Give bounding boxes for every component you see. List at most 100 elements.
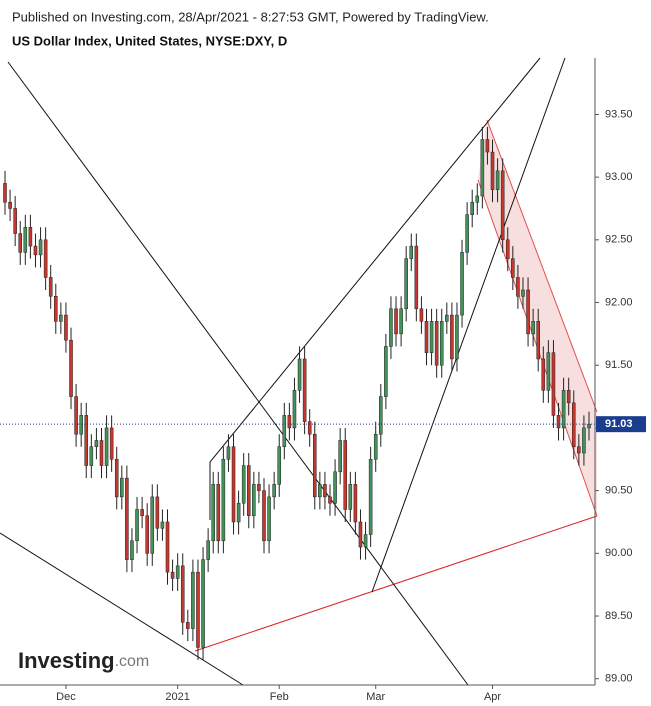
last-price-box <box>596 416 646 433</box>
candle-body <box>313 433 317 498</box>
candle-body <box>84 415 89 466</box>
x-tick-label: Apr <box>484 691 501 703</box>
candle-body <box>546 352 551 391</box>
y-tick-label: 89.50 <box>605 610 633 622</box>
candle-body <box>582 427 586 454</box>
candle-body <box>170 571 175 579</box>
candle-body <box>353 484 358 523</box>
candle-body <box>79 415 83 435</box>
candle-body <box>561 390 566 429</box>
candle-body <box>216 484 221 542</box>
trend-line <box>371 57 566 593</box>
candle-body <box>114 459 119 498</box>
candle-body <box>54 296 58 322</box>
candle-body <box>221 459 226 542</box>
candle-body <box>150 496 155 554</box>
candle-body <box>252 484 256 516</box>
candle-body <box>186 622 190 629</box>
candle-body <box>140 509 144 516</box>
candle-body <box>500 170 505 241</box>
candle-body <box>490 151 495 190</box>
candle-body <box>104 427 109 466</box>
candle-body <box>526 289 530 335</box>
candle-body <box>475 195 480 203</box>
candle-body <box>455 314 459 360</box>
candle-body <box>236 502 241 523</box>
candle-body <box>541 358 546 391</box>
trend-line <box>7 61 469 686</box>
brand-name: Investing <box>18 648 115 673</box>
candle-body <box>33 245 38 256</box>
candle-body <box>241 465 246 504</box>
candle-body <box>155 496 160 529</box>
candle-body <box>99 440 104 466</box>
candle-body <box>277 446 281 485</box>
candle-body <box>206 540 210 560</box>
candle-body <box>480 139 485 197</box>
candle-body <box>48 277 53 297</box>
candle-body <box>429 321 434 353</box>
candle-body <box>363 534 368 548</box>
candle-body <box>485 139 490 153</box>
published-note: Published on Investing.com, 28/Apr/2021 … <box>12 9 489 24</box>
candle-body <box>373 433 378 460</box>
candle-body <box>262 490 266 542</box>
candle-body <box>470 201 474 216</box>
candle-body <box>343 440 348 510</box>
candle-body <box>257 484 261 491</box>
candle-body <box>328 496 332 504</box>
candle-body <box>125 477 129 560</box>
y-tick-label: 90.50 <box>605 485 633 497</box>
candle-body <box>419 308 424 322</box>
y-tick-label: 92.00 <box>605 296 633 308</box>
candle-body <box>135 509 139 542</box>
plot-area <box>0 57 598 686</box>
candle-body <box>3 183 7 203</box>
y-tick-label: 91.50 <box>605 359 633 371</box>
candle-body <box>536 321 540 360</box>
y-tick-label: 92.50 <box>605 234 633 246</box>
candle-body <box>445 314 449 322</box>
candle-body <box>424 321 429 353</box>
candle-body <box>450 314 454 360</box>
brand-logo: Investing.com <box>18 648 149 673</box>
trend-line <box>0 532 244 686</box>
y-tick-label: 90.00 <box>605 547 633 559</box>
x-tick-label: Feb <box>270 691 289 703</box>
candle-body <box>272 484 276 498</box>
candle-body <box>434 321 439 366</box>
candle-body <box>292 390 297 429</box>
brand-suffix: .com <box>115 653 150 670</box>
candle-body <box>23 227 28 253</box>
candle-body <box>495 170 500 190</box>
candle-body <box>302 358 307 422</box>
y-tick-label: 93.00 <box>605 171 633 183</box>
candle-body <box>246 465 251 516</box>
candle-body <box>8 201 12 209</box>
candle-body <box>465 214 469 253</box>
candle-body <box>196 571 200 648</box>
trend-line <box>209 57 541 520</box>
candle-body <box>566 390 571 404</box>
candle-body <box>521 289 525 297</box>
candle-body <box>399 308 403 335</box>
y-tick-label: 93.50 <box>605 108 633 120</box>
candle-body <box>404 258 408 310</box>
candle-body <box>384 346 388 397</box>
candle-body <box>130 540 134 560</box>
candle-body <box>13 208 17 234</box>
candle-body <box>297 358 302 391</box>
candle-body <box>231 446 236 523</box>
candle-body <box>511 258 515 278</box>
candle-body <box>505 239 510 259</box>
candle-body <box>571 402 576 447</box>
candle-body <box>211 484 215 542</box>
candle-body <box>368 459 373 535</box>
candle-body <box>74 396 78 435</box>
candle-body <box>394 308 398 335</box>
x-tick-label: Dec <box>56 691 76 703</box>
candle-body <box>191 571 195 629</box>
candle-body <box>439 321 444 366</box>
y-tick-label: 89.00 <box>605 673 633 685</box>
